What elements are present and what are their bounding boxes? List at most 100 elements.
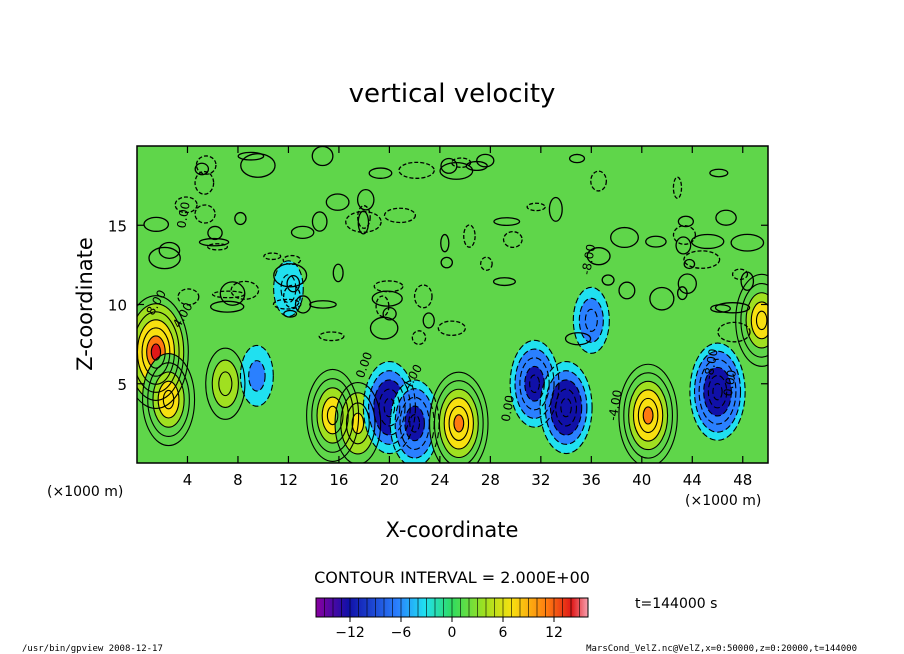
- y-tick-label: 10: [108, 297, 127, 315]
- contour-fragment: [273, 263, 308, 288]
- contour-fragment: [207, 225, 223, 241]
- contour-ring-6-3: [373, 379, 406, 436]
- contour-ring-1-4: [147, 362, 190, 437]
- contour-ring-14-5: [735, 273, 768, 367]
- heatmap-cell-10-level-1: [560, 398, 572, 417]
- contour-fragment: [383, 207, 417, 224]
- footer-left: /usr/bin/gpview 2008-12-17: [22, 644, 163, 654]
- colorbar-tick-label: 6: [499, 625, 508, 641]
- contour-ring-1-3: [152, 371, 185, 428]
- contour-ring-10-3: [549, 379, 583, 436]
- contour-fragment: [177, 288, 200, 306]
- contour-fragment: [371, 290, 403, 307]
- contour-fragment: [590, 170, 607, 192]
- contour-fragment: [373, 280, 404, 293]
- contour-fragment: [440, 256, 454, 269]
- contour-ring-2-1: [218, 371, 233, 397]
- contour-fragment: [311, 211, 328, 232]
- contour-ring-5-1: [351, 412, 365, 435]
- contour-ring-6-4: [368, 370, 411, 445]
- contour-fragment: [207, 243, 228, 251]
- contour-fragment: [294, 295, 312, 314]
- contour-fragment: [230, 280, 260, 300]
- contour-ring-11-3: [572, 286, 610, 354]
- x-unit-left: (×1000 m): [47, 484, 123, 500]
- contour-ring-1-1: [162, 389, 175, 410]
- contour-ring-8-5: [433, 380, 484, 463]
- contour-fragment: [357, 205, 371, 229]
- contour-ring-13-4: [698, 358, 737, 425]
- contour-ring-3-2: [239, 344, 274, 407]
- footer-right: MarsCond_VelZ.nc@VelZ,x=0:50000,z=0:2000…: [586, 644, 857, 654]
- x-tick-label: 48: [733, 471, 752, 489]
- contour-ring-10-1: [560, 397, 572, 418]
- contour-fragment: [198, 237, 230, 247]
- contour-ring-12-6: [618, 363, 678, 463]
- contour-ring-1-2: [157, 380, 180, 419]
- colorbar-tick-label: 12: [545, 625, 563, 641]
- contour-fragment: [272, 298, 302, 310]
- contour-fragment: [730, 233, 765, 252]
- contour-fragment: [422, 312, 435, 329]
- contour-fragment: [332, 263, 344, 283]
- contour-fragment: [234, 211, 247, 226]
- contour-fragment: [194, 170, 215, 195]
- heatmap-cell-11-level-1: [585, 309, 598, 332]
- contour-ring-1-5: [142, 353, 196, 447]
- contour-fragment: [586, 247, 611, 266]
- x-axis: 4 8 12 16 20 24 28 32 36 40 44 48: [183, 146, 752, 489]
- contour-fragment: [286, 274, 301, 293]
- contour-fragment: [476, 153, 495, 168]
- colorbar-tick-label: 0: [448, 625, 457, 641]
- contour-fragment: [465, 160, 488, 172]
- contour-fragment: [398, 161, 435, 179]
- x-tick-label: 28: [481, 471, 500, 489]
- heatmap-cell-0-level-1: [151, 343, 161, 361]
- contour-label: -8.00: [701, 348, 720, 381]
- contour-fragment: [493, 217, 521, 227]
- contour-ring-8-4: [438, 388, 479, 459]
- contour-fragment: [618, 281, 636, 300]
- contour-ring-2-3: [205, 347, 246, 420]
- contour-fragment: [568, 153, 586, 164]
- contour-ring-13-1: [712, 383, 723, 401]
- contour-ring-10-2: [555, 388, 578, 427]
- contour-ring-9-4: [514, 348, 555, 420]
- contour-fragment: [437, 320, 466, 336]
- contour-ring-12-3: [632, 389, 664, 442]
- contour-label: 0.00: [721, 369, 739, 398]
- contour-ring-9-1: [529, 374, 540, 393]
- contour-ring-15-1: [280, 274, 297, 304]
- y-tick-label: 15: [108, 217, 127, 235]
- contour-label: -8.00: [579, 243, 598, 276]
- contour-fragment: [263, 252, 282, 261]
- heatmap-cell-3-level-1: [248, 360, 266, 392]
- contour-ring-5-4: [334, 382, 382, 463]
- contour-fragment: [502, 231, 523, 249]
- heatmap-cell-14-level-1: [756, 311, 767, 330]
- contour-fragment: [148, 246, 181, 270]
- contour-fragment: [174, 196, 198, 214]
- contour-fragment: [368, 167, 393, 179]
- contour-label: 0.00: [174, 201, 192, 230]
- contour-ring-14-2: [750, 301, 768, 340]
- colorbar: −12 −6 0 6 12: [315, 597, 589, 641]
- contour-ring-7-1: [409, 414, 421, 433]
- y-tick-label: 5: [117, 376, 127, 394]
- heatmap-cell-2-level-1: [218, 371, 232, 396]
- x-tick-label: 36: [582, 471, 601, 489]
- contour-fragment: [610, 226, 639, 249]
- contour-fragment: [683, 250, 721, 269]
- contour-ring-4-2: [321, 396, 344, 435]
- contour-ring-11-2: [578, 297, 604, 343]
- contour-ring-12-5: [623, 372, 673, 459]
- x-tick-label: 4: [183, 471, 193, 489]
- contour-ring-0-7: [137, 295, 189, 409]
- contour-fragment: [209, 300, 245, 313]
- contour-fragment: [526, 202, 546, 212]
- contour-fragment: [690, 233, 725, 250]
- contour-fragment: [492, 277, 516, 287]
- contour-ring-0-2: [146, 335, 166, 369]
- contour-ring-4-1: [326, 405, 339, 426]
